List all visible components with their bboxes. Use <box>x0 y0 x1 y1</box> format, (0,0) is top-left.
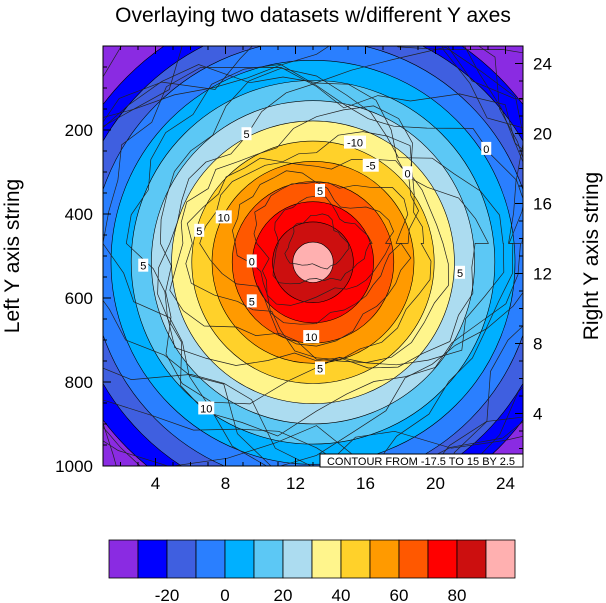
contour-label-3: 0 <box>481 142 491 156</box>
contour-label-text: 10 <box>200 403 212 415</box>
contour-label-7: 5 <box>194 224 204 238</box>
contour-label-4: 5 <box>242 127 252 141</box>
left-y-tick-label: 800 <box>65 373 93 392</box>
right-y-tick-label: 12 <box>533 265 552 284</box>
contour-label-text: 5 <box>317 186 323 198</box>
colorbar-swatch-9 <box>370 540 399 578</box>
colorbar-label: 20 <box>274 586 293 603</box>
contour-label-text: 5 <box>196 226 202 238</box>
colorbar-swatch-6 <box>283 540 312 578</box>
info-label: CONTOUR FROM -17.5 TO 15 BY 2.5 <box>327 456 515 468</box>
info-label-box: CONTOUR FROM -17.5 TO 15 BY 2.5 <box>320 454 523 468</box>
colorbar-swatch-12 <box>457 540 486 578</box>
x-tick-label: 12 <box>286 474 305 493</box>
contour-label-text: 5 <box>317 364 323 376</box>
contour-label-2: 0 <box>403 166 413 180</box>
contour-label-text: 5 <box>457 268 463 280</box>
contour-label-text: 0 <box>483 144 489 156</box>
contour-label-9: 5 <box>138 259 148 273</box>
x-tick-label: 16 <box>356 474 375 493</box>
left-y-tick-label: 600 <box>65 289 93 308</box>
right-y-tick-label: 20 <box>533 125 552 144</box>
colorbar-swatch-0 <box>109 540 138 578</box>
contour-label-6: 10 <box>216 210 232 224</box>
contour-label-10: 5 <box>247 294 257 308</box>
colorbar <box>109 540 515 578</box>
contour-band-90 <box>293 242 333 282</box>
contour-label-text: -10 <box>347 138 363 150</box>
right-y-tick-label: 8 <box>533 335 542 354</box>
colorbar-label: 40 <box>332 586 351 603</box>
left-y-axis-label: Left Y axis string <box>1 179 24 333</box>
contour-figure: Overlaying two datasets w/different Y ax… <box>0 0 606 603</box>
colorbar-label: 80 <box>448 586 467 603</box>
x-tick-label: 8 <box>221 474 230 493</box>
contour-label-14: 5 <box>455 266 465 280</box>
chart-title: Overlaying two datasets w/different Y ax… <box>115 4 511 27</box>
x-tick-label: 24 <box>496 474 515 493</box>
right-y-axis-label: Right Y axis string <box>580 172 603 340</box>
x-tick-label: 4 <box>151 474 160 493</box>
contour-label-text: 0 <box>404 168 410 180</box>
colorbar-swatch-1 <box>138 540 167 578</box>
contour-label-13: 10 <box>198 401 214 415</box>
right-y-tick-label: 24 <box>533 55 552 74</box>
x-tick-label: 20 <box>426 474 445 493</box>
contour-label-12: 5 <box>315 362 325 376</box>
right-y-tick-label: 4 <box>533 405 542 424</box>
colorbar-swatch-8 <box>341 540 370 578</box>
colorbar-labels: -20 0 20 40 60 80 <box>155 586 467 603</box>
colorbar-swatch-4 <box>225 540 254 578</box>
contour-label-8: 0 <box>247 254 257 268</box>
contour-label-5: 5 <box>315 184 325 198</box>
colorbar-label: 60 <box>390 586 409 603</box>
colorbar-swatch-11 <box>428 540 457 578</box>
left-y-tick-label: 200 <box>65 121 93 140</box>
colorbar-swatch-3 <box>196 540 225 578</box>
left-y-tick-label: 400 <box>65 205 93 224</box>
contour-label-text: 5 <box>249 296 255 308</box>
contour-label-1: -5 <box>363 159 379 173</box>
colorbar-label: 0 <box>220 586 229 603</box>
contour-label-text: 10 <box>218 212 230 224</box>
right-y-tick-label: 16 <box>533 195 552 214</box>
contour-label-11: 10 <box>303 330 319 344</box>
colorbar-label: -20 <box>155 586 180 603</box>
colorbar-swatch-2 <box>167 540 196 578</box>
contour-label-text: 5 <box>140 261 146 273</box>
contour-label-text: 5 <box>243 129 249 141</box>
colorbar-swatch-7 <box>312 540 341 578</box>
colorbar-swatch-5 <box>254 540 283 578</box>
colorbar-swatch-13 <box>486 540 515 578</box>
colorbar-swatch-10 <box>399 540 428 578</box>
contour-label-text: 0 <box>249 256 255 268</box>
left-y-tick-label: 1000 <box>55 457 93 476</box>
contour-label-text: -5 <box>366 161 376 173</box>
contour-label-0: -10 <box>344 136 366 150</box>
contour-label-text: 10 <box>305 332 317 344</box>
